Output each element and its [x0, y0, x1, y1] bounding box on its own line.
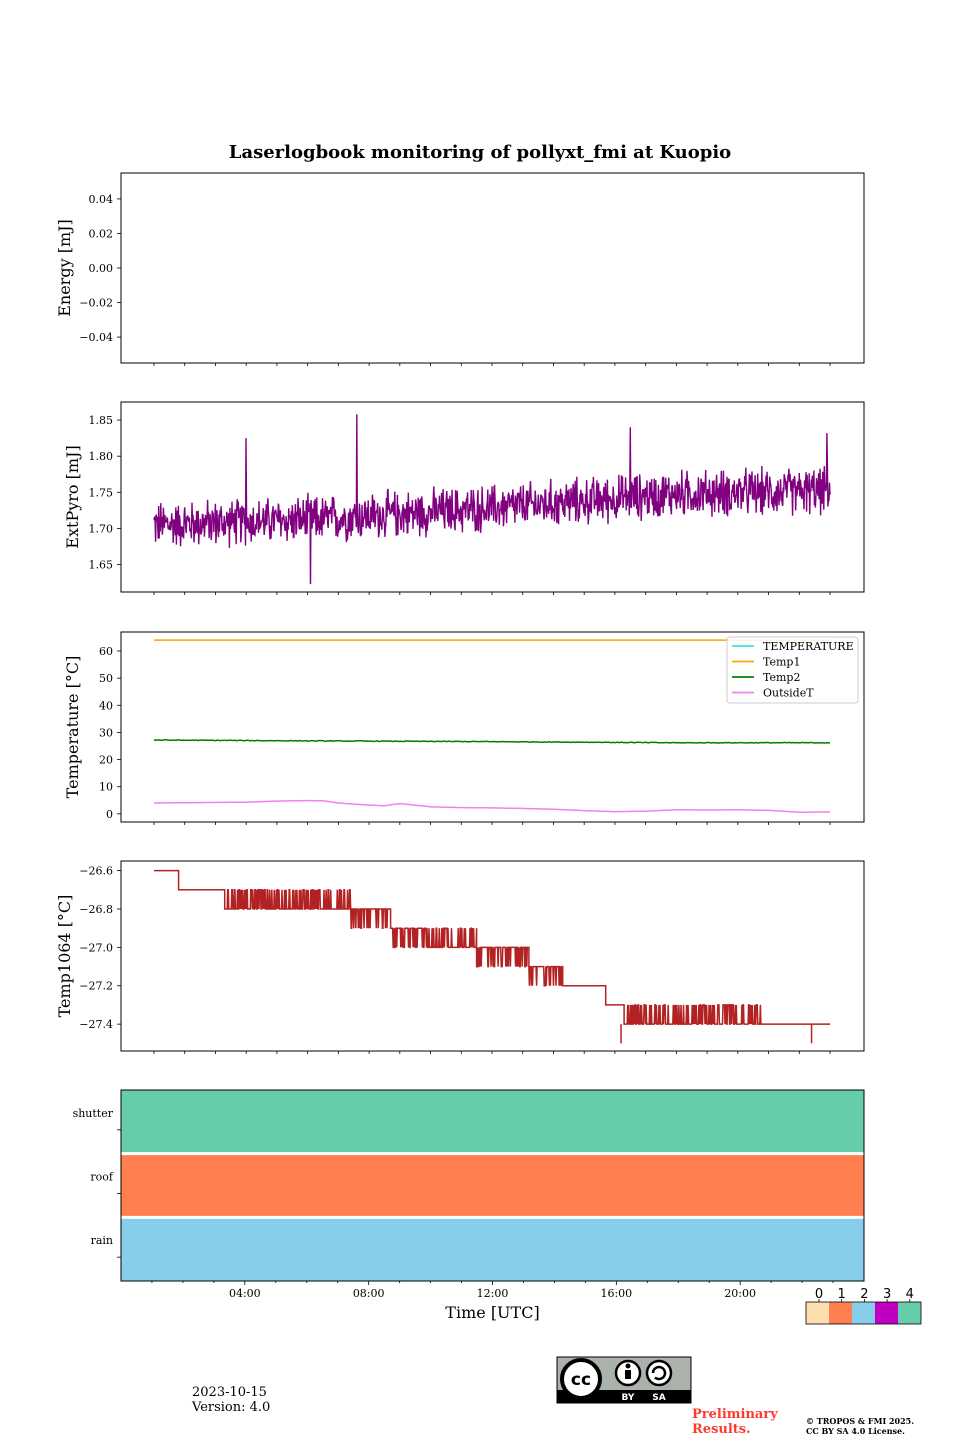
extpyro-ytick-label: 1.85 [89, 414, 114, 427]
energy-ytick-label: 0.00 [89, 262, 114, 275]
temperature-ytick-label: 0 [106, 808, 113, 821]
temp1064-ytick-label: −27.0 [79, 941, 113, 954]
extpyro-series-line [153, 414, 831, 585]
legend-label-temp1: Temp1 [763, 656, 800, 669]
extpyro-ylabel: ExtPyro [mJ] [63, 445, 82, 548]
cc-by-label: BY [622, 1393, 635, 1403]
temperature-frame [120, 631, 865, 823]
status-xlabel: Time [UTC] [445, 1303, 539, 1322]
colorbar-frame [805, 1301, 922, 1325]
preliminary-label-line2: Results. [692, 1422, 751, 1437]
temp1064-ytick-label: −26.6 [79, 865, 113, 878]
temperature-ytick-label: 60 [99, 645, 113, 658]
chart-title: Laserlogbook monitoring of pollyxt_fmi a… [229, 142, 731, 163]
temperature-ytick-label: 10 [99, 781, 113, 794]
legend-label-temperature: TEMPERATURE [763, 640, 854, 653]
version-label: Version: 4.0 [191, 1400, 270, 1415]
temp1064-ytick-label: −27.2 [79, 980, 113, 993]
colorbar-label-2: 2 [860, 1287, 868, 1302]
temperature-ytick-label: 30 [99, 726, 113, 739]
status-row-label-shutter: shutter [73, 1107, 114, 1120]
temperature-legend: TEMPERATURE Temp1 Temp2 OutsideT [726, 636, 859, 704]
colorbar-label-3: 3 [883, 1287, 891, 1302]
status-row-roof [121, 1153, 864, 1218]
status-row-shutter [121, 1090, 864, 1154]
status-xtick-label: 20:00 [724, 1287, 756, 1300]
temp1064-panel: −26.6 −26.8 −27.0 −27.2 −27.4 Temp1064 [°C] [55, 860, 865, 1054]
colorbar-swatch-2 [852, 1302, 875, 1324]
extpyro-ytick-label: 1.70 [89, 522, 114, 535]
extpyro-ytick-label: 1.80 [89, 450, 114, 463]
energy-ytick-label: 0.04 [89, 193, 114, 206]
temp1064-ylabel: Temp1064 [°C] [55, 895, 74, 1018]
temperature-series-temp2 [153, 739, 830, 744]
status-panel: shutter roof rain 04:00 08:00 12:00 16:00 20:00… [73, 1089, 865, 1322]
status-row-rain [121, 1217, 864, 1281]
legend-label-temp2: Temp2 [763, 671, 800, 684]
cc-mark: cc [571, 1370, 591, 1390]
extpyro-frame [120, 401, 865, 593]
temp1064-series-line [154, 869, 830, 1025]
temperature-ytick-label: 20 [99, 754, 113, 767]
status-xtick-label: 16:00 [600, 1287, 632, 1300]
status-xtick-label: 04:00 [229, 1287, 261, 1300]
cc-sa-label: SA [652, 1393, 665, 1403]
temperature-ytick-label: 40 [99, 699, 113, 712]
copyright-line1: © TROPOS & FMI 2025. [806, 1416, 914, 1426]
colorbar-swatch-0 [806, 1302, 829, 1324]
temperature-panel: 60 50 40 30 20 10 0 Temperature [°C] TEMPERATURE… [63, 631, 865, 825]
energy-ylabel: Energy [mJ] [55, 219, 74, 317]
colorbar-swatch-1 [829, 1302, 852, 1324]
status-xtick-label: 08:00 [353, 1287, 385, 1300]
copyright-line2: CC BY SA 4.0 License. [806, 1426, 905, 1436]
date-label: 2023-10-15 [192, 1385, 267, 1400]
extpyro-ytick-label: 1.75 [89, 486, 114, 499]
status-row-label-roof: roof [90, 1171, 114, 1184]
colorbar-label-0: 0 [815, 1287, 823, 1302]
temperature-ylabel: Temperature [°C] [63, 656, 82, 799]
energy-frame [120, 172, 865, 364]
energy-ytick-label: −0.04 [79, 331, 113, 344]
colorbar-swatch-4 [898, 1302, 921, 1324]
energy-ytick-label: −0.02 [79, 297, 113, 310]
preliminary-label-line1: Preliminary [692, 1407, 778, 1422]
temperature-series-outsidet [154, 799, 830, 813]
energy-ytick-label: 0.02 [89, 227, 114, 240]
energy-panel: 0.04 0.02 0.00 −0.02 −0.04 Energy [mJ] [55, 172, 865, 366]
legend-box [726, 636, 859, 704]
colorbar-label-1: 1 [838, 1287, 846, 1302]
extpyro-panel: 1.85 1.80 1.75 1.70 1.65 ExtPyro [mJ] [63, 401, 865, 595]
colorbar-label-4: 4 [906, 1287, 914, 1302]
temp1064-frame [120, 860, 865, 1052]
temperature-ytick-label: 50 [99, 672, 113, 685]
colorbar-swatch-3 [875, 1302, 898, 1324]
temp1064-ytick-label: −26.8 [79, 903, 113, 916]
temp1064-ytick-label: −27.4 [79, 1018, 113, 1031]
cc-license-icon: cc BY SA [556, 1356, 692, 1404]
extpyro-ytick-label: 1.65 [89, 559, 114, 572]
legend-label-outsidet: OutsideT [763, 687, 814, 700]
status-xtick-label: 12:00 [477, 1287, 509, 1300]
status-row-label-rain: rain [91, 1234, 113, 1247]
